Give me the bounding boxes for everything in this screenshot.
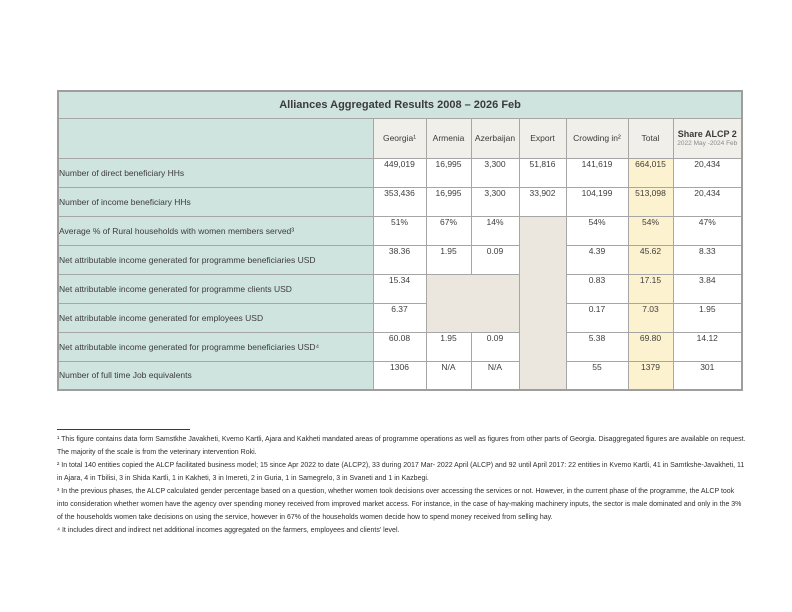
row-label: Net attributable income generated for pr… bbox=[57, 331, 374, 362]
cell-crowding-in: 104,199 bbox=[565, 186, 629, 217]
cell-crowding-in: 0.83 bbox=[565, 273, 629, 304]
table-row: Average % of Rural households with women… bbox=[57, 215, 743, 391]
cell-share-alcp2: 20,434 bbox=[672, 186, 743, 217]
cell-azerbaijan: 3,300 bbox=[470, 157, 520, 188]
cell-export: 51,816 bbox=[518, 157, 567, 188]
export-not-applicable-block bbox=[518, 215, 567, 391]
cell-georgia: 60.08 bbox=[372, 331, 427, 362]
footnote-2: ² In total 140 entities copied the ALCP … bbox=[57, 462, 745, 482]
cell-share-alcp2: 1.95 bbox=[672, 302, 743, 333]
cell-share-alcp2: 47% bbox=[672, 215, 743, 246]
row-label: Average % of Rural households with women… bbox=[57, 215, 374, 246]
cell-georgia: 38.36 bbox=[372, 244, 427, 275]
cell-crowding-in: 54% bbox=[565, 215, 629, 246]
cell-total: 17.15 bbox=[627, 273, 674, 304]
table-row: Net attributable income generated for em… bbox=[57, 302, 743, 333]
col-header-azerbaijan: Azerbaijan bbox=[470, 117, 520, 159]
cell-share-alcp2: 20,434 bbox=[672, 157, 743, 188]
col-header-crowding-in: Crowding in² bbox=[565, 117, 629, 159]
cell-total: 45.62 bbox=[627, 244, 674, 275]
cell-georgia: 1306 bbox=[372, 360, 427, 391]
row-label: Number of direct beneficiary HHs bbox=[57, 157, 374, 188]
cell-crowding-in: 5.38 bbox=[565, 331, 629, 362]
cell-crowding-in: 4.39 bbox=[565, 244, 629, 275]
header-empty-cell bbox=[57, 117, 374, 159]
cell-azerbaijan: 0.09 bbox=[470, 244, 520, 275]
cell-total: 513,098 bbox=[627, 186, 674, 217]
table-row: Net attributable income generated for pr… bbox=[57, 331, 743, 362]
cell-armenia: 16,995 bbox=[425, 186, 472, 217]
cell-share-alcp2: 8.33 bbox=[672, 244, 743, 275]
table-row: Net attributable income generated for pr… bbox=[57, 244, 743, 275]
cell-georgia: 6.37 bbox=[372, 302, 427, 333]
cell-georgia: 449,019 bbox=[372, 157, 427, 188]
cell-total: 664,015 bbox=[627, 157, 674, 188]
cell-armenia: 1.95 bbox=[425, 244, 472, 275]
table-row: Net attributable income generated for pr… bbox=[57, 273, 743, 333]
cell-share-alcp2: 301 bbox=[672, 360, 743, 391]
footnote-4: ⁴ It includes direct and indirect net ad… bbox=[57, 527, 400, 534]
cell-share-alcp2: 3.84 bbox=[672, 273, 743, 304]
table-row: Number of income beneficiary HHs 353,436… bbox=[57, 186, 743, 217]
table-title-row: Alliances Aggregated Results 2008 – 2026… bbox=[57, 90, 743, 119]
cell-armenia: N/A bbox=[425, 360, 472, 391]
cell-crowding-in: 55 bbox=[565, 360, 629, 391]
cell-azerbaijan: 0.09 bbox=[470, 331, 520, 362]
share-alcp2-subtitle: 2022 May -2024 Feb bbox=[677, 140, 738, 147]
cell-total: 1379 bbox=[627, 360, 674, 391]
cell-total: 7.03 bbox=[627, 302, 674, 333]
cell-azerbaijan: N/A bbox=[470, 360, 520, 391]
cell-total: 54% bbox=[627, 215, 674, 246]
col-header-export: Export bbox=[518, 117, 567, 159]
cell-armenia: 16,995 bbox=[425, 157, 472, 188]
row-label: Net attributable income generated for pr… bbox=[57, 273, 374, 304]
cell-georgia: 51% bbox=[372, 215, 427, 246]
cell-georgia: 15.34 bbox=[372, 273, 427, 304]
col-header-georgia: Georgia¹ bbox=[372, 117, 427, 159]
footnote-1: ¹ This figure contains data form Samstkh… bbox=[57, 436, 746, 456]
table-header-row: Georgia¹ Armenia Azerbaijan Export Crowd… bbox=[57, 117, 743, 159]
cell-share-alcp2: 14.12 bbox=[672, 331, 743, 362]
results-table: Alliances Aggregated Results 2008 – 2026… bbox=[57, 90, 744, 391]
table-row: Number of full time Job equivalents 1306… bbox=[57, 360, 743, 391]
cell-georgia: 353,436 bbox=[372, 186, 427, 217]
footnotes-block: ¹ This figure contains data form Samstkh… bbox=[57, 433, 746, 537]
table-row: Number of direct beneficiary HHs 449,019… bbox=[57, 157, 743, 188]
share-alcp2-title: Share ALCP 2 bbox=[677, 129, 737, 139]
cell-azerbaijan: 3,300 bbox=[470, 186, 520, 217]
cell-total: 69.80 bbox=[627, 331, 674, 362]
cell-armenia: 67% bbox=[425, 215, 472, 246]
footnote-separator-rule bbox=[57, 429, 190, 430]
row-label: Number of income beneficiary HHs bbox=[57, 186, 374, 217]
cell-armenia: 1.95 bbox=[425, 331, 472, 362]
col-header-armenia: Armenia bbox=[425, 117, 472, 159]
footnote-3: ³ In the previous phases, the ALCP calcu… bbox=[57, 488, 742, 521]
col-header-share-alcp2: Share ALCP 2 2022 May -2024 Feb bbox=[672, 117, 743, 159]
cell-crowding-in: 141,619 bbox=[565, 157, 629, 188]
cell-azerbaijan: 14% bbox=[470, 215, 520, 246]
table-title: Alliances Aggregated Results 2008 – 2026… bbox=[57, 90, 743, 119]
cell-crowding-in: 0.17 bbox=[565, 302, 629, 333]
armenia-azerbaijan-not-applicable-block bbox=[425, 273, 520, 333]
row-label: Net attributable income generated for pr… bbox=[57, 244, 374, 275]
col-header-total: Total bbox=[627, 117, 674, 159]
cell-export: 33,902 bbox=[518, 186, 567, 217]
row-label: Number of full time Job equivalents bbox=[57, 360, 374, 391]
row-label: Net attributable income generated for em… bbox=[57, 302, 374, 333]
